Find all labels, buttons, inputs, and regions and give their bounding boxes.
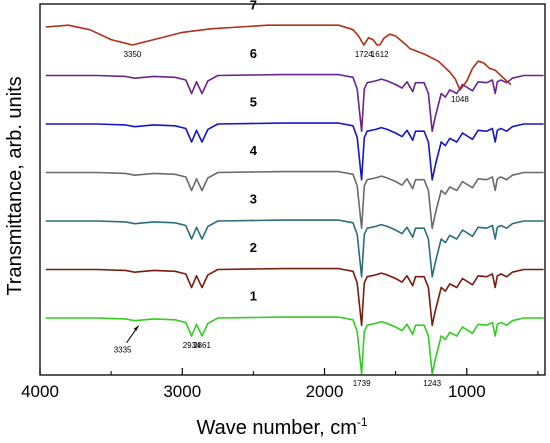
x-axis-ticks: 4000 3000 2000 1000 [21, 368, 539, 401]
peak-label-1739: 1739 [353, 379, 371, 388]
series-label-3: 3 [250, 192, 257, 207]
x-tick-label: 4000 [21, 382, 59, 401]
peak-label-3335: 3335 [114, 346, 132, 355]
series-label-6: 6 [250, 46, 257, 61]
x-axis-title: Wave number, cm-1 [196, 415, 367, 439]
y-axis-title: Transmittance, arb. units [4, 76, 26, 295]
x-tick-label: 2000 [306, 382, 344, 401]
series-label-7: 7 [250, 0, 257, 13]
series-line-4 [45, 170, 544, 230]
peak-label-1243: 1243 [423, 379, 441, 388]
x-tick-label: 3000 [163, 382, 201, 401]
series-line-7 [45, 24, 512, 91]
peak-label-1724: 1724 [355, 50, 373, 59]
series-line-5 [45, 122, 544, 181]
x-axis-title-superscript: -1 [357, 415, 368, 429]
peak-label-1048: 1048 [451, 95, 469, 104]
series-label-2: 2 [250, 240, 257, 255]
peak-label-2934: 2934 [183, 341, 201, 350]
annotation-arrowhead [133, 325, 139, 331]
peak-label-1612: 1612 [371, 50, 389, 59]
x-axis-title-text: Wave number, cm [196, 417, 356, 439]
peak-label-3350: 3350 [124, 50, 142, 59]
series-line-6 [45, 73, 544, 133]
series-line-2 [45, 267, 544, 327]
x-tick-label: 1000 [448, 382, 486, 401]
series-labels: 1 2 3 4 5 6 7 [250, 0, 258, 304]
series-label-5: 5 [250, 95, 257, 110]
series-line-3 [45, 219, 544, 278]
series-lines [45, 24, 544, 375]
series-line-1 [45, 316, 544, 375]
series-label-4: 4 [250, 143, 258, 158]
plot-area [39, 3, 546, 376]
peak-label-2861: 2861 [193, 341, 211, 350]
plot-frame [39, 3, 546, 376]
series-label-1: 1 [250, 289, 257, 304]
